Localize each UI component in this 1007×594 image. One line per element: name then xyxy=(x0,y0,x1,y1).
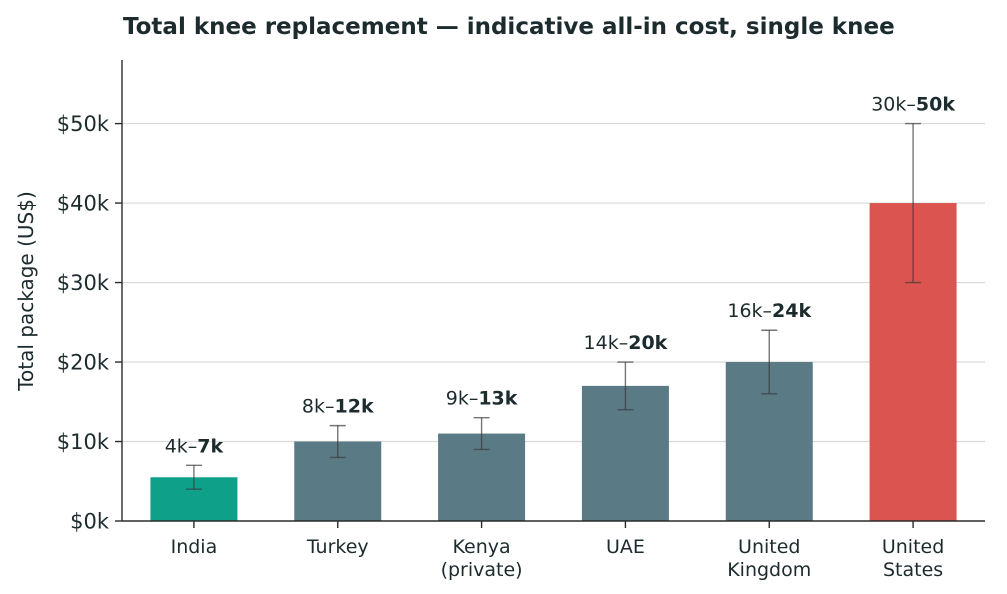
y-axis-label: Total package (US$) xyxy=(14,191,38,392)
data-label: 30k–50k xyxy=(871,94,955,116)
x-tick-label: United xyxy=(882,536,944,558)
x-tick-label: United xyxy=(738,536,800,558)
data-label: 16k–24k xyxy=(727,300,811,322)
y-tick-label: $20k xyxy=(57,351,110,375)
error-bars xyxy=(185,122,922,490)
y-tick-label: $50k xyxy=(57,112,110,136)
x-tick-label: (private) xyxy=(441,559,523,581)
error-bar xyxy=(905,122,922,284)
chart-title: Total knee replacement — indicative all-… xyxy=(123,14,895,40)
x-tick-label: Kenya xyxy=(453,536,511,558)
error-bar xyxy=(617,361,634,411)
y-tick-label: $10k xyxy=(57,430,110,454)
x-tick-label: Turkey xyxy=(306,536,369,558)
x-tick-label: States xyxy=(883,559,943,581)
data-label: 4k–7k xyxy=(165,435,224,457)
data-labels: 4k–7k 8k–12k 9k–13k 14k–20k 16k–24k 30k–50k xyxy=(165,94,956,458)
x-tick-label: Kingdom xyxy=(727,559,811,581)
bars xyxy=(150,203,957,521)
error-bar xyxy=(761,329,778,395)
y-ticks: $0k $10k $20k $30k $40k $50k xyxy=(57,112,122,534)
y-tick-label: $0k xyxy=(70,510,110,534)
error-bar xyxy=(185,464,202,490)
data-label: 9k–13k xyxy=(446,388,518,410)
x-ticks: India Turkey Kenya(private)UAE UnitedKingdo… xyxy=(171,521,944,581)
data-label: 14k–20k xyxy=(584,332,668,354)
error-bar xyxy=(473,416,490,451)
y-tick-label: $30k xyxy=(57,271,110,295)
x-tick-label: India xyxy=(171,536,218,558)
y-tick-label: $40k xyxy=(57,192,110,216)
grid-lines xyxy=(122,122,985,443)
x-tick-label: UAE xyxy=(606,536,645,558)
error-bar xyxy=(329,424,346,459)
data-label: 8k–12k xyxy=(302,396,374,418)
axes xyxy=(121,60,985,522)
